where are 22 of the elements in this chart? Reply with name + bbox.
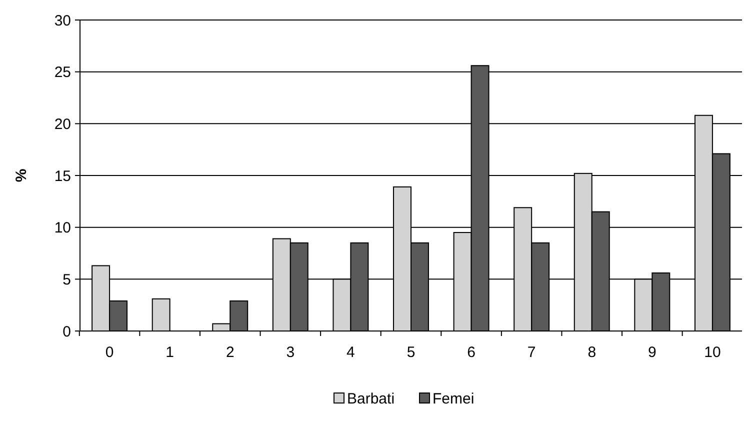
- x-tick-label: 3: [286, 344, 295, 361]
- y-tick-label: 0: [62, 323, 71, 340]
- y-tick-label: 30: [54, 12, 71, 30]
- x-tick-label: 6: [467, 344, 476, 361]
- x-tick-label: 8: [588, 344, 596, 361]
- x-tick-label: 5: [406, 344, 416, 361]
- legend-label: Femei: [432, 390, 474, 408]
- x-tick-label: 7: [527, 344, 536, 361]
- y-tick-label: 25: [54, 64, 71, 82]
- bar: [152, 298, 170, 332]
- y-tick-label: 15: [54, 168, 71, 185]
- y-tick-label: 20: [54, 116, 71, 133]
- x-tick-label: 2: [226, 344, 234, 361]
- x-tick-label: 9: [648, 344, 656, 361]
- y-tick-label: 10: [54, 220, 71, 237]
- x-tick-label: 1: [166, 344, 174, 361]
- legend-label: Barbati: [347, 390, 395, 408]
- x-tick-label: 10: [704, 344, 721, 361]
- y-axis-title: %: [13, 168, 30, 182]
- x-tick-label: 4: [346, 344, 355, 361]
- y-tick-label: 5: [62, 271, 71, 288]
- x-tick-label: 0: [105, 344, 114, 361]
